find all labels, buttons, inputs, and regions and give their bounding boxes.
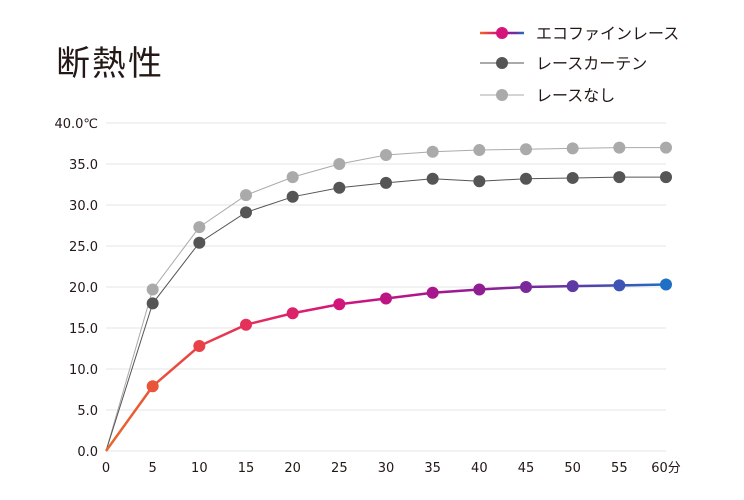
- data-point: [520, 172, 532, 185]
- legend-marker-2: [496, 57, 508, 69]
- legend-label-3: レースなし: [536, 86, 615, 105]
- data-point: [380, 292, 392, 305]
- data-point: [613, 141, 626, 154]
- axes: 0.0 5.0 10.0 15.0 20.0 25.0 30.0 35.0 40.0℃ 0 5 10 1…: [54, 117, 680, 476]
- x-tick-label: 45: [518, 461, 535, 476]
- data-point: [520, 143, 532, 156]
- x-tick-label: 15: [238, 461, 255, 476]
- x-tick-label: 30: [378, 461, 395, 476]
- data-point: [520, 281, 532, 293]
- data-point: [473, 144, 486, 157]
- data-point: [146, 297, 159, 310]
- legend-marker-3: [496, 89, 508, 101]
- y-tick-label: 40.0℃: [54, 117, 98, 132]
- data-point: [286, 171, 299, 184]
- data-point: [660, 171, 672, 184]
- data-point: [660, 141, 672, 154]
- data-point: [380, 148, 392, 161]
- x-tick-label: 20: [284, 461, 301, 476]
- data-point: [566, 280, 579, 293]
- x-tick-label: 50: [564, 461, 581, 476]
- data-point: [566, 171, 579, 184]
- data-point: [473, 283, 486, 296]
- legend-marker-1: [496, 27, 508, 39]
- data-point: [613, 171, 626, 184]
- data-point: [473, 175, 486, 188]
- data-point: [333, 181, 346, 194]
- data-point: [380, 176, 392, 189]
- data-point: [566, 142, 579, 155]
- y-tick-label: 20.0: [69, 281, 98, 296]
- data-point: [333, 158, 346, 170]
- data-point: [613, 279, 626, 292]
- legend-label-2: レースカーテン: [536, 54, 647, 73]
- x-tick-label: 5: [149, 461, 157, 476]
- data-point: [193, 221, 206, 234]
- data-point: [286, 307, 299, 320]
- y-tick-label: 5.0: [77, 404, 98, 419]
- x-tick-label: 60分: [651, 461, 681, 476]
- data-point: [333, 298, 346, 311]
- series: [104, 141, 672, 452]
- y-tick-label: 35.0: [69, 158, 98, 173]
- y-tick-label: 0.0: [77, 445, 98, 460]
- y-tick-label: 10.0: [69, 363, 98, 378]
- data-point: [146, 283, 159, 296]
- y-tick-label: 30.0: [69, 199, 98, 214]
- data-point: [240, 206, 252, 219]
- data-point: [146, 380, 159, 393]
- data-point: [240, 318, 252, 331]
- chart-title: 断熱性: [56, 44, 164, 84]
- y-tick-label: 25.0: [69, 240, 98, 255]
- data-point: [426, 286, 439, 299]
- x-tick-label: 0: [102, 461, 110, 476]
- x-tick-label: 35: [424, 461, 441, 476]
- series-line-1: [104, 283, 667, 452]
- legend-label-1: エコファインレース: [536, 24, 679, 43]
- x-tick-label: 25: [331, 461, 348, 476]
- x-tick-label: 40: [471, 461, 488, 476]
- data-point: [426, 172, 439, 185]
- data-point: [240, 189, 252, 202]
- x-tick-label: 55: [611, 461, 628, 476]
- data-point: [660, 278, 672, 291]
- y-tick-label: 15.0: [69, 322, 98, 337]
- data-point: [426, 145, 439, 158]
- data-point: [193, 340, 206, 353]
- x-tick-label: 10: [191, 461, 208, 476]
- data-point: [193, 236, 206, 249]
- data-point: [286, 190, 299, 203]
